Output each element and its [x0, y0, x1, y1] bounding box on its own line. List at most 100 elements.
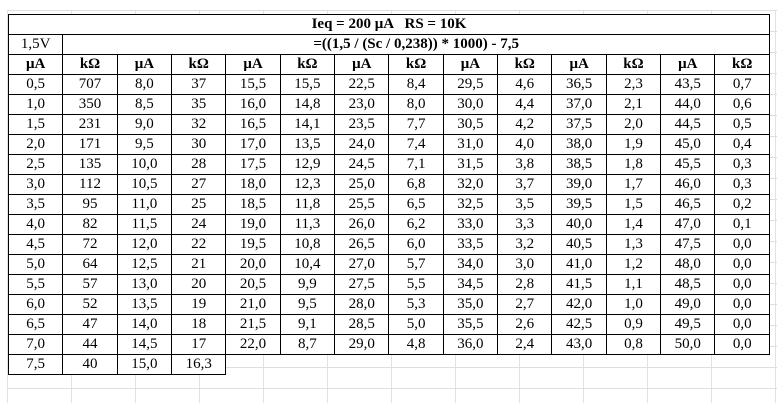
table-cell[interactable]: 0,5: [714, 114, 770, 135]
table-cell[interactable]: 3,8: [497, 154, 553, 175]
table-cell[interactable]: 39,0: [551, 174, 607, 195]
table-cell[interactable]: 10,8: [279, 234, 336, 255]
table-cell[interactable]: 24: [171, 214, 227, 235]
table-cell[interactable]: 135: [62, 154, 118, 175]
table-cell[interactable]: 5,5: [388, 274, 444, 295]
table-cell[interactable]: 13,5: [116, 294, 173, 315]
table-cell[interactable]: 112: [62, 174, 118, 195]
table-cell[interactable]: 19: [171, 294, 227, 315]
table-cell[interactable]: 8,5: [116, 94, 173, 115]
table-cell[interactable]: 0,0: [714, 314, 770, 335]
column-header[interactable]: μA: [551, 54, 607, 75]
table-cell[interactable]: 35,0: [442, 294, 499, 315]
voltage-cell[interactable]: 1,5V: [7, 34, 64, 55]
table-cell[interactable]: 19,5: [225, 234, 281, 255]
table-cell[interactable]: 11,8: [279, 194, 336, 215]
table-cell[interactable]: 5,0: [388, 314, 444, 335]
table-cell[interactable]: 19,0: [225, 214, 281, 235]
table-cell[interactable]: 13,5: [279, 134, 336, 155]
table-cell[interactable]: 32,5: [442, 194, 499, 215]
table-cell[interactable]: 3,7: [497, 174, 553, 195]
table-cell[interactable]: 40,5: [551, 234, 607, 255]
table-cell[interactable]: 14,0: [116, 314, 173, 335]
table-cell[interactable]: 33,5: [442, 234, 499, 255]
table-cell[interactable]: 42,0: [551, 294, 607, 315]
table-cell[interactable]: 6,5: [7, 314, 64, 335]
table-cell[interactable]: 21,5: [225, 314, 281, 335]
table-cell[interactable]: 10,5: [116, 174, 173, 195]
table-cell[interactable]: 45,5: [660, 154, 716, 175]
table-cell[interactable]: 10,0: [116, 154, 173, 175]
table-cell[interactable]: 18,0: [225, 174, 281, 195]
column-header[interactable]: μA: [660, 54, 716, 75]
table-cell[interactable]: 2,3: [605, 74, 662, 95]
table-cell[interactable]: 0,9: [605, 314, 662, 335]
table-cell[interactable]: 64: [62, 254, 118, 275]
table-cell[interactable]: 0,0: [714, 254, 770, 275]
table-cell[interactable]: 47,0: [660, 214, 716, 235]
table-cell[interactable]: 1,5: [605, 194, 662, 215]
table-cell[interactable]: 32,0: [442, 174, 499, 195]
table-cell[interactable]: 10,4: [279, 254, 336, 275]
table-cell[interactable]: 4,0: [497, 134, 553, 155]
table-cell[interactable]: 20,5: [225, 274, 281, 295]
table-cell[interactable]: 3,5: [497, 194, 553, 215]
table-cell[interactable]: 43,0: [551, 334, 607, 355]
table-cell[interactable]: 35: [171, 94, 227, 115]
table-cell[interactable]: 72: [62, 234, 118, 255]
table-cell[interactable]: 40,0: [551, 214, 607, 235]
column-header[interactable]: μA: [7, 54, 64, 75]
column-header[interactable]: kΩ: [62, 54, 118, 75]
table-cell[interactable]: 3,5: [7, 194, 64, 215]
table-cell[interactable]: 48,5: [660, 274, 716, 295]
table-cell[interactable]: 44,0: [660, 94, 716, 115]
table-cell[interactable]: 1,3: [605, 234, 662, 255]
table-cell[interactable]: 14,8: [279, 94, 336, 115]
table-cell[interactable]: 5,5: [7, 274, 64, 295]
table-cell[interactable]: 37,5: [551, 114, 607, 135]
table-cell[interactable]: 24,0: [334, 134, 390, 155]
table-cell[interactable]: 1,8: [605, 154, 662, 175]
table-cell[interactable]: 34,0: [442, 254, 499, 275]
table-cell[interactable]: 16,3: [171, 354, 227, 375]
table-cell[interactable]: 15,5: [279, 74, 336, 95]
table-cell[interactable]: 29,0: [334, 334, 390, 355]
table-cell[interactable]: 47: [62, 314, 118, 335]
table-cell[interactable]: 0,0: [714, 274, 770, 295]
column-header[interactable]: μA: [334, 54, 390, 75]
table-cell[interactable]: 7,4: [388, 134, 444, 155]
table-cell[interactable]: 41,0: [551, 254, 607, 275]
table-cell[interactable]: 6,5: [388, 194, 444, 215]
table-cell[interactable]: 3,2: [497, 234, 553, 255]
table-cell[interactable]: 1,5: [7, 114, 64, 135]
table-cell[interactable]: 4,6: [497, 74, 553, 95]
table-cell[interactable]: 39,5: [551, 194, 607, 215]
table-cell[interactable]: 350: [62, 94, 118, 115]
table-cell[interactable]: 1,0: [605, 294, 662, 315]
table-cell[interactable]: 9,9: [279, 274, 336, 295]
table-cell[interactable]: 9,1: [279, 314, 336, 335]
table-cell[interactable]: 1,9: [605, 134, 662, 155]
table-cell[interactable]: 95: [62, 194, 118, 215]
table-cell[interactable]: 171: [62, 134, 118, 155]
table-cell[interactable]: 35,5: [442, 314, 499, 335]
table-cell[interactable]: 3,0: [7, 174, 64, 195]
table-cell[interactable]: 6,2: [388, 214, 444, 235]
formula-cell[interactable]: =((1,5 / (Sc / 0,238)) * 1000) - 7,5: [62, 34, 770, 55]
table-cell[interactable]: 32: [171, 114, 227, 135]
table-cell[interactable]: 25: [171, 194, 227, 215]
table-cell[interactable]: 6,8: [388, 174, 444, 195]
table-cell[interactable]: 57: [62, 274, 118, 295]
table-cell[interactable]: 8,7: [279, 334, 336, 355]
table-cell[interactable]: 30,0: [442, 94, 499, 115]
table-cell[interactable]: 2,4: [497, 334, 553, 355]
table-cell[interactable]: 2,0: [7, 134, 64, 155]
table-cell[interactable]: 707: [62, 74, 118, 95]
table-cell[interactable]: 37,0: [551, 94, 607, 115]
table-cell[interactable]: 18: [171, 314, 227, 335]
table-cell[interactable]: 4,2: [497, 114, 553, 135]
table-cell[interactable]: 0,0: [714, 234, 770, 255]
table-cell[interactable]: 9,0: [116, 114, 173, 135]
table-cell[interactable]: 1,2: [605, 254, 662, 275]
table-cell[interactable]: 11,3: [279, 214, 336, 235]
